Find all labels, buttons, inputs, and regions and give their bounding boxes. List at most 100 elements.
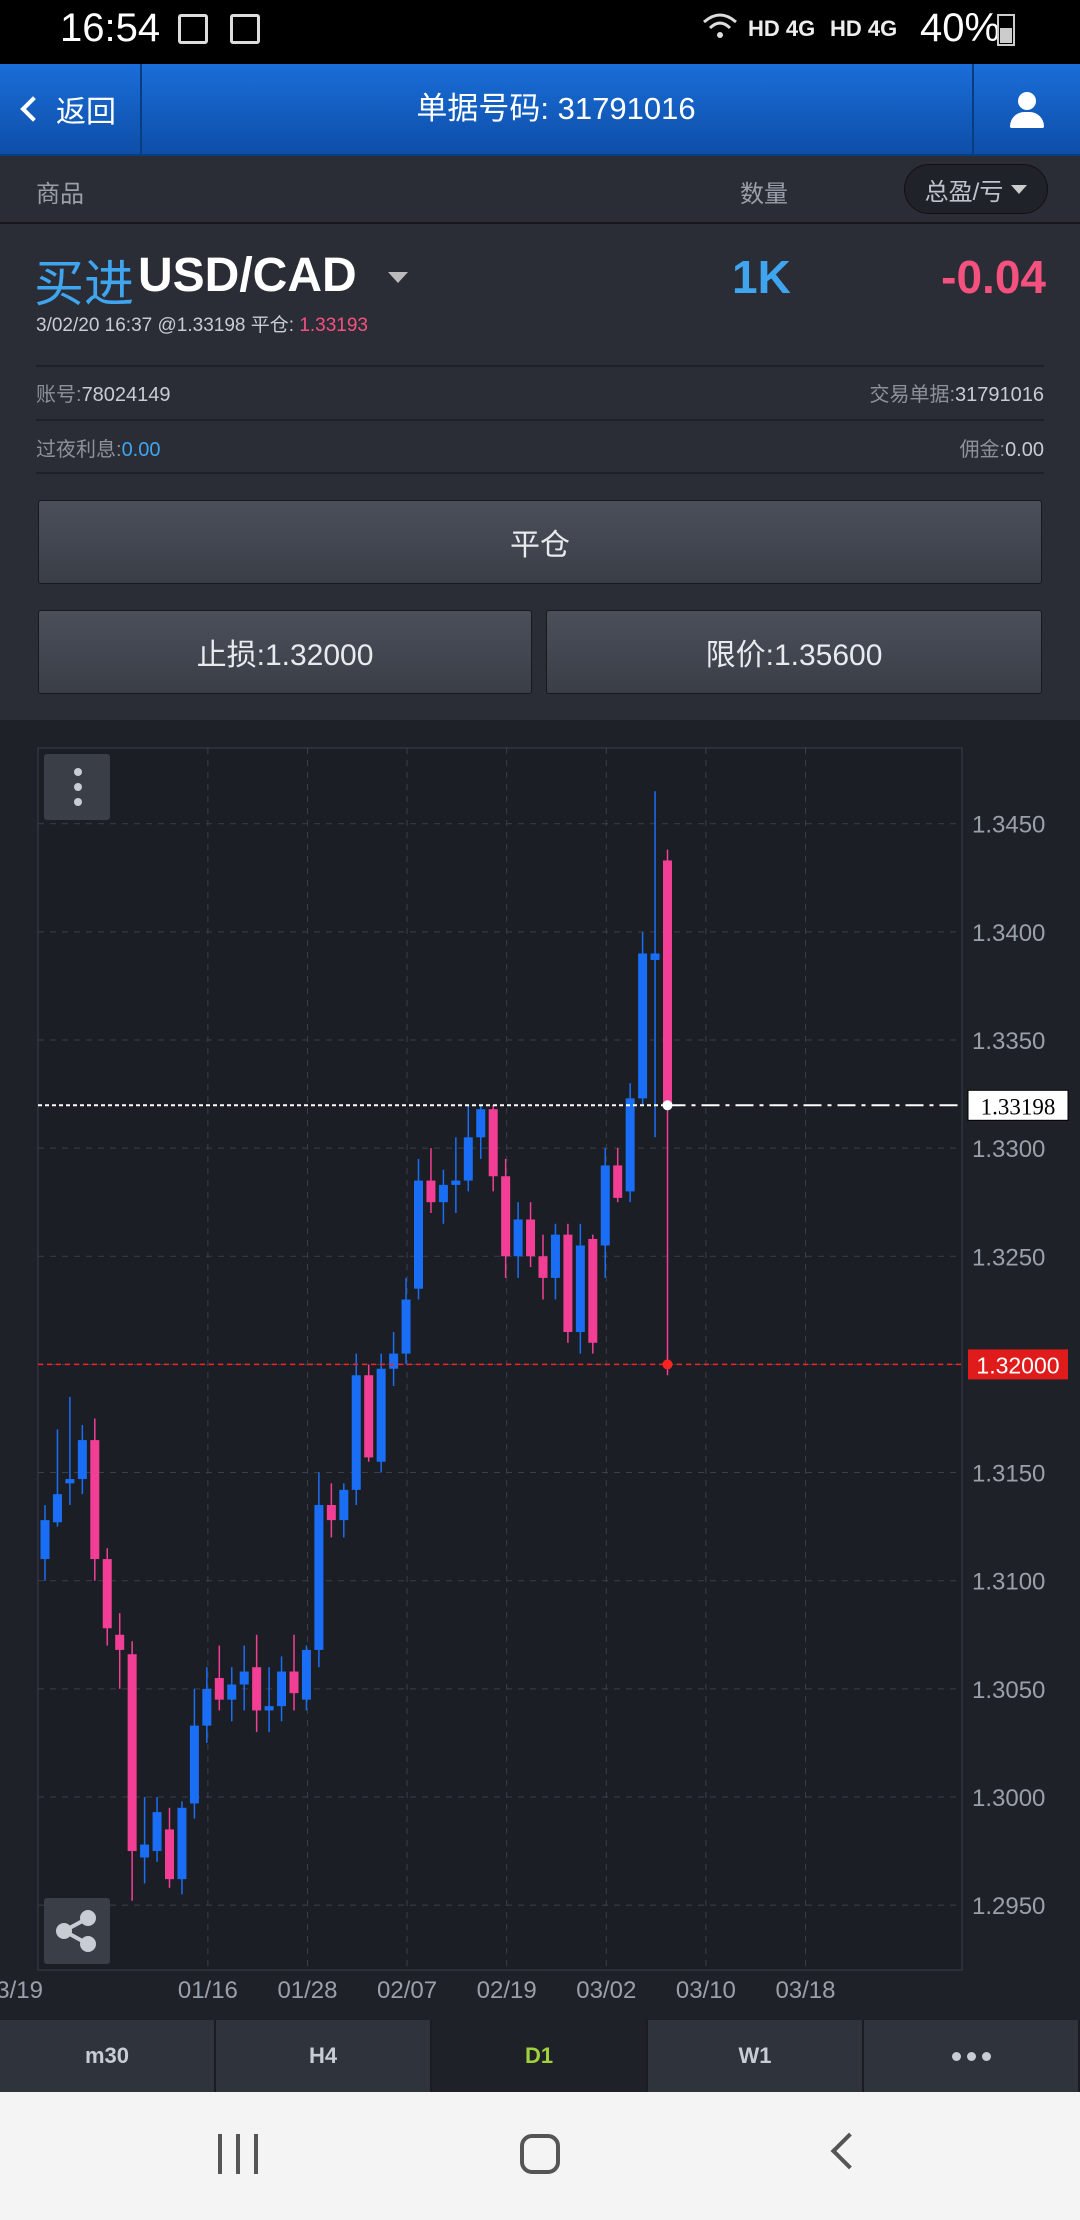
tab-more[interactable] bbox=[864, 2020, 1080, 2092]
candle-body[interactable] bbox=[401, 1299, 411, 1354]
candle-body[interactable] bbox=[214, 1678, 224, 1700]
candle-body[interactable] bbox=[351, 1375, 361, 1490]
candle-body[interactable] bbox=[326, 1504, 336, 1521]
tab-w1[interactable]: W1 bbox=[648, 2020, 864, 2092]
candle-body[interactable] bbox=[588, 1238, 598, 1343]
candle-body[interactable] bbox=[227, 1684, 237, 1700]
back-button[interactable]: 返回 bbox=[0, 64, 142, 154]
chevron-down-icon bbox=[1011, 184, 1028, 194]
home-button[interactable] bbox=[520, 2134, 560, 2174]
entry-price-marker bbox=[662, 1100, 673, 1111]
close-price: 1.33193 bbox=[299, 315, 368, 336]
candle-body[interactable] bbox=[177, 1807, 187, 1880]
stop-loss-button[interactable]: 止损:1.32000 bbox=[38, 610, 532, 694]
entry-price-label: 1.33198 bbox=[981, 1094, 1056, 1119]
column-product: 商品 bbox=[36, 181, 84, 208]
candle-body[interactable] bbox=[650, 953, 660, 960]
candle-body[interactable] bbox=[364, 1375, 374, 1458]
pl-dropdown[interactable]: 总盈/亏 bbox=[904, 164, 1048, 214]
candle-body[interactable] bbox=[165, 1829, 174, 1880]
symbol-chevron-down-icon[interactable] bbox=[388, 272, 408, 283]
candle-body[interactable] bbox=[414, 1180, 423, 1289]
pl-dropdown-label: 总盈/亏 bbox=[924, 178, 1004, 206]
candle-body[interactable] bbox=[152, 1812, 162, 1852]
candle-body[interactable] bbox=[102, 1559, 112, 1629]
commission-info: 佣金:0.00 bbox=[960, 433, 1045, 462]
candle-body[interactable] bbox=[77, 1440, 87, 1480]
chart-menu-button[interactable] bbox=[44, 754, 110, 820]
candle-body[interactable] bbox=[476, 1109, 486, 1138]
battery-icon bbox=[997, 14, 1015, 46]
y-tick-label: 1.3000 bbox=[972, 1785, 1045, 1812]
candle-body[interactable] bbox=[526, 1219, 536, 1257]
tab-m30[interactable]: m30 bbox=[0, 2020, 216, 2092]
tab-h4[interactable]: H4 bbox=[216, 2020, 432, 2092]
candle-body[interactable] bbox=[65, 1479, 75, 1484]
candle-body[interactable] bbox=[638, 953, 648, 1099]
candle-body[interactable] bbox=[115, 1634, 125, 1650]
candle-body[interactable] bbox=[339, 1489, 349, 1521]
stop-loss-tag bbox=[968, 1349, 1068, 1380]
position-panel: 买进 USD/CAD 1K -0.04 3/02/20 16:37 @1.331… bbox=[0, 224, 1080, 720]
candlestick-chart[interactable]: 1.34501.34001.33501.33001.32501.32001.31… bbox=[0, 720, 1080, 2020]
candle-body[interactable] bbox=[438, 1184, 448, 1203]
candle-body[interactable] bbox=[90, 1440, 100, 1560]
candle-body[interactable] bbox=[239, 1671, 249, 1685]
candle-body[interactable] bbox=[277, 1671, 287, 1707]
recent-apps-button[interactable] bbox=[218, 2134, 258, 2174]
stop-loss-marker bbox=[662, 1359, 673, 1370]
y-tick-label: 1.3150 bbox=[972, 1461, 1045, 1488]
candle-body[interactable] bbox=[600, 1165, 610, 1246]
x-tick-label: 01/16 bbox=[178, 1977, 238, 2004]
candle-body[interactable] bbox=[189, 1725, 199, 1804]
candle-body[interactable] bbox=[550, 1234, 560, 1278]
candle-body[interactable] bbox=[140, 1844, 150, 1858]
candle-body[interactable] bbox=[376, 1368, 386, 1462]
candle-body[interactable] bbox=[513, 1219, 523, 1257]
candle-body[interactable] bbox=[488, 1109, 498, 1177]
candle-body[interactable] bbox=[663, 860, 672, 1105]
candle-body[interactable] bbox=[289, 1671, 299, 1694]
x-tick-label: 01/28 bbox=[277, 1977, 337, 2004]
candle-body[interactable] bbox=[426, 1180, 436, 1203]
account-label: 账号: bbox=[36, 384, 82, 406]
symbol-selector[interactable]: USD/CAD bbox=[138, 249, 357, 302]
candle-body[interactable] bbox=[463, 1137, 473, 1181]
column-quantity: 数量 bbox=[740, 181, 788, 208]
network-indicator: HD 4G bbox=[748, 16, 816, 41]
candle-body[interactable] bbox=[40, 1520, 50, 1560]
candle-body[interactable] bbox=[301, 1649, 311, 1700]
ticket-label: 交易单据: bbox=[869, 384, 956, 406]
limit-button[interactable]: 限价:1.35600 bbox=[546, 610, 1042, 694]
y-tick-label: 1.3400 bbox=[972, 920, 1045, 947]
tab-d1[interactable]: D1 bbox=[432, 2020, 648, 2092]
candle-body[interactable] bbox=[314, 1504, 324, 1650]
candle-body[interactable] bbox=[625, 1098, 635, 1192]
close-position-button[interactable]: 平仓 bbox=[38, 500, 1042, 584]
share-button[interactable] bbox=[44, 1898, 110, 1964]
y-tick-label: 1.3050 bbox=[972, 1677, 1045, 1704]
open-info-text: 3/02/20 16:37 @1.33198 平仓: bbox=[36, 315, 295, 336]
candle-body[interactable] bbox=[264, 1706, 274, 1711]
candle-body[interactable] bbox=[538, 1256, 548, 1278]
candle-body[interactable] bbox=[52, 1494, 62, 1523]
candle-body[interactable] bbox=[252, 1667, 262, 1711]
candle-body[interactable] bbox=[613, 1165, 623, 1198]
plot-area[interactable] bbox=[37, 747, 963, 1971]
nav-back-button[interactable] bbox=[830, 2132, 868, 2170]
candle-body[interactable] bbox=[127, 1654, 137, 1852]
candle-body[interactable] bbox=[451, 1180, 461, 1185]
quantity-value: 1K bbox=[732, 251, 791, 303]
candle-body[interactable] bbox=[389, 1353, 399, 1369]
y-tick-label: 1.3300 bbox=[972, 1136, 1045, 1163]
price-chart[interactable]: 1.34501.34001.33501.33001.32501.32001.31… bbox=[0, 720, 1080, 2020]
candle-body[interactable] bbox=[202, 1688, 212, 1726]
candle-body[interactable] bbox=[501, 1176, 511, 1257]
battery-percent: 40% bbox=[920, 6, 1001, 50]
x-tick-label: 03/18 bbox=[775, 1977, 835, 2004]
page-title: 单据号码: 31791016 bbox=[416, 91, 696, 126]
x-tick-label: 02/07 bbox=[377, 1977, 437, 2004]
user-button[interactable] bbox=[972, 64, 1080, 154]
candle-body[interactable] bbox=[563, 1234, 573, 1332]
candle-body[interactable] bbox=[575, 1245, 585, 1332]
